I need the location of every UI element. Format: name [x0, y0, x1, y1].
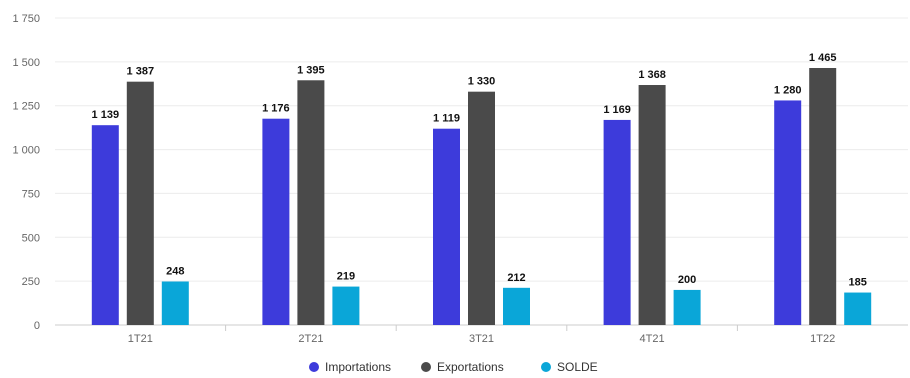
bar-importations: [91, 125, 119, 325]
legend-marker: [541, 362, 551, 372]
x-tick-label: 3T21: [469, 333, 494, 345]
data-label: 248: [166, 265, 184, 277]
data-label: 1 280: [774, 84, 802, 96]
data-label: 1 368: [638, 69, 666, 81]
data-label: 1 330: [468, 76, 496, 88]
x-axis: 1T21 2T21 3T21 4T21 1T22: [128, 325, 835, 345]
bar-importations: [262, 118, 290, 325]
y-tick-label: 1 750: [12, 13, 40, 25]
legend-label: SOLDE: [557, 360, 598, 374]
y-tick-label: 750: [22, 188, 40, 200]
data-label: 1 176: [262, 103, 290, 115]
bar-exportations: [468, 91, 495, 326]
data-label: 1 387: [127, 66, 155, 78]
legend: Importations Exportations SOLDE: [309, 360, 598, 374]
x-tick-label: 1T21: [128, 333, 153, 345]
bar-exportations: [809, 67, 837, 326]
bar-exportations: [297, 80, 325, 325]
bar-solde: [332, 286, 360, 325]
y-tick-label: 1 250: [12, 101, 40, 113]
bar-solde: [161, 281, 189, 325]
bar-importations: [603, 119, 631, 325]
bars: [91, 67, 872, 326]
bar-exportations: [638, 85, 666, 325]
bar-solde: [673, 289, 701, 325]
data-label: 1 169: [603, 104, 631, 116]
bar-importations: [774, 100, 802, 325]
bar-solde: [503, 287, 530, 325]
y-tick-label: 500: [22, 232, 40, 244]
data-label: 212: [507, 272, 525, 284]
data-label: 185: [849, 277, 867, 289]
data-label: 1 465: [809, 52, 837, 64]
bar-solde: [844, 292, 872, 325]
y-tick-label: 1 000: [12, 145, 40, 157]
y-tick-label: 250: [22, 276, 40, 288]
x-tick-label: 4T21: [640, 333, 665, 345]
bar-importations: [433, 128, 460, 325]
x-tick-label: 1T22: [810, 333, 835, 345]
bar-exportations: [126, 81, 154, 325]
data-label: 1 119: [433, 113, 460, 125]
legend-label: Importations: [325, 360, 391, 374]
y-axis: 0 250 500 750 1 000 1 250 1 500 1 750: [12, 13, 40, 332]
data-label: 200: [678, 274, 696, 286]
data-labels: 1 139 1 387 248 1 176 1 395 219 1 119 1 330 212 1…: [92, 52, 867, 289]
x-tick-label: 2T21: [298, 333, 323, 345]
data-label: 1 139: [92, 109, 120, 121]
legend-marker: [421, 362, 431, 372]
legend-label: Exportations: [437, 360, 504, 374]
y-tick-label: 0: [34, 320, 40, 332]
legend-marker: [309, 362, 319, 372]
data-label: 219: [337, 271, 355, 283]
data-label: 1 395: [297, 64, 325, 76]
y-tick-label: 1 500: [12, 57, 40, 69]
